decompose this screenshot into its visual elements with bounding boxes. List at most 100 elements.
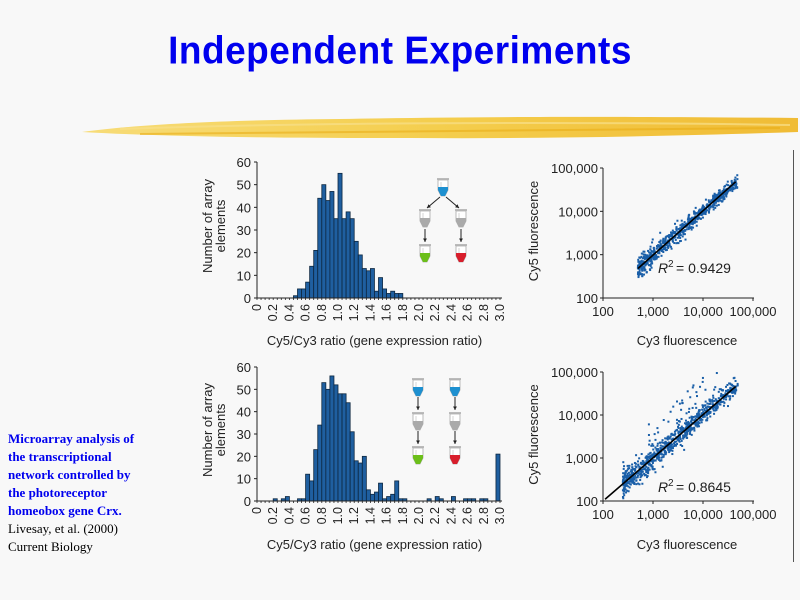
scatter-point-outlier xyxy=(688,407,691,410)
histogram-bar xyxy=(313,249,319,299)
scatter-point xyxy=(687,220,690,223)
scatter-point xyxy=(640,461,643,464)
scatter-point xyxy=(649,451,652,454)
scatter-point xyxy=(676,428,679,431)
scatter-point xyxy=(658,241,661,244)
scatter-point-outlier xyxy=(692,384,695,387)
tube-cap xyxy=(437,178,449,180)
scatter-point xyxy=(717,200,720,203)
scatter-point xyxy=(649,460,652,463)
scatter-point xyxy=(651,241,654,244)
tube-cap xyxy=(449,446,461,448)
x-tick-label: 1.2 xyxy=(347,304,361,321)
scatter-point xyxy=(649,254,652,257)
scatter-point xyxy=(623,494,626,497)
scatter-point xyxy=(655,247,658,250)
scatter-point xyxy=(667,446,670,449)
scatter-point xyxy=(657,453,660,456)
scatter-point xyxy=(641,257,644,260)
scatter-point xyxy=(713,196,716,199)
scatter-point xyxy=(631,463,634,466)
scatter-point xyxy=(660,248,663,251)
scatter-point-outlier xyxy=(680,408,683,411)
scatter-point xyxy=(660,456,663,459)
scatter-point xyxy=(663,240,666,243)
scatter-point xyxy=(679,224,682,227)
scatter-point xyxy=(647,264,650,267)
scatter-point xyxy=(643,263,646,266)
scatter-point xyxy=(652,258,655,261)
scatter-point xyxy=(697,423,700,426)
scatter-point xyxy=(650,250,653,253)
scatter-point xyxy=(658,441,661,444)
scatter-point xyxy=(675,229,678,232)
scatter-point xyxy=(693,211,696,214)
scatter-point xyxy=(641,470,644,473)
scatter-point xyxy=(676,437,679,440)
scatter-point xyxy=(704,406,707,409)
scatter-point xyxy=(705,414,708,417)
scatter-point xyxy=(666,239,669,242)
scatter-point xyxy=(663,451,666,454)
scatter-point xyxy=(730,179,733,182)
scatter-point xyxy=(667,246,670,249)
scatter-point xyxy=(622,484,625,487)
scatter-point xyxy=(687,215,690,218)
scatter-point xyxy=(662,250,665,253)
histogram-bar xyxy=(495,453,501,502)
scatter-point xyxy=(708,200,711,203)
scatter-point xyxy=(630,468,633,471)
scatter-point xyxy=(677,232,680,235)
scatter-point xyxy=(694,415,697,418)
scatter-point xyxy=(650,258,653,261)
scatter-point xyxy=(706,408,709,411)
scatter-point xyxy=(673,434,676,437)
scatter-point xyxy=(667,435,670,438)
y-tick-label: 10 xyxy=(237,268,251,283)
scatter-point xyxy=(687,227,690,230)
y-tick-label: 100,000 xyxy=(551,365,598,380)
citation-line: Livesay, et al. (2000) xyxy=(8,521,118,536)
x-tick-label: 3.0 xyxy=(493,507,507,524)
histogram-bar xyxy=(374,290,379,299)
histogram-bar xyxy=(305,473,311,502)
scatter-point xyxy=(650,260,653,263)
scatter-point xyxy=(638,483,641,486)
scatter-point xyxy=(664,452,667,455)
scatter-point xyxy=(734,380,737,383)
scatter-point xyxy=(666,438,669,441)
scatter-point xyxy=(678,430,681,433)
scatter-point xyxy=(725,398,728,401)
scatter-point xyxy=(641,269,644,272)
y-tick-label: 10,000 xyxy=(558,204,598,219)
scatter-point xyxy=(647,453,650,456)
scatter-point xyxy=(633,469,636,472)
scatter-point xyxy=(637,274,640,277)
scatter-point xyxy=(624,482,627,485)
scatter-point xyxy=(625,480,628,483)
scatter-point xyxy=(726,180,729,183)
scatter-point xyxy=(679,437,682,440)
histogram-bar xyxy=(378,482,383,502)
scatter-point xyxy=(679,236,682,239)
test-tube-icon xyxy=(419,244,431,263)
histogram-bar xyxy=(317,197,323,299)
scatter-point xyxy=(624,473,627,476)
scatter-point xyxy=(691,416,694,419)
tube-liquid xyxy=(456,253,466,262)
scatter-point xyxy=(717,390,720,393)
scatter-point xyxy=(683,233,686,236)
caption-line: homeobox gene Crx. xyxy=(8,503,122,518)
scatter-point-outlier xyxy=(695,391,698,394)
scatter-point xyxy=(734,187,737,190)
tube-liquid xyxy=(413,421,423,430)
scatter-point xyxy=(703,408,706,411)
scatter-point xyxy=(694,417,697,420)
scatter-point xyxy=(645,469,648,472)
scatter-point xyxy=(697,411,700,414)
scatter-point xyxy=(733,391,736,394)
scatter-point xyxy=(647,259,650,262)
scatter-point xyxy=(661,439,664,442)
scatter-point xyxy=(645,455,648,458)
scatter-point xyxy=(675,242,678,245)
